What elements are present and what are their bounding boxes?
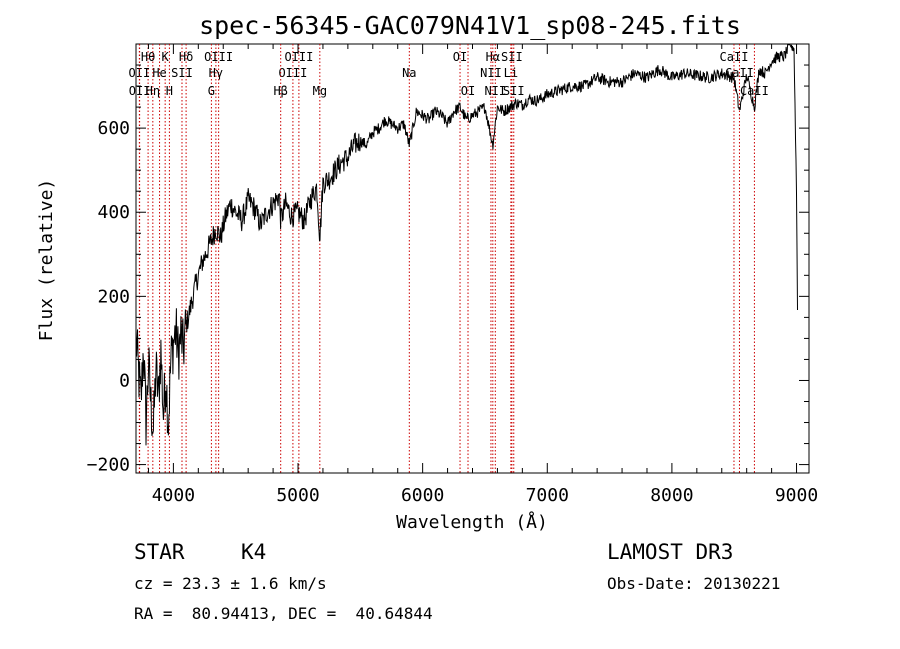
y-tick-label: 200	[97, 286, 130, 307]
x-tick-label: 8000	[650, 485, 693, 506]
spectral-line-label: NII	[484, 84, 506, 98]
spectral-line-label: G	[208, 84, 215, 98]
spectral-line-label: Hθ	[141, 50, 155, 64]
spectrum-series-line	[135, 44, 798, 446]
plot-frame	[135, 43, 810, 474]
x-tick-label: 9000	[775, 485, 818, 506]
spectral-line-label: SII	[503, 84, 525, 98]
spectral-line-label: Na	[402, 66, 416, 80]
spectral-line-label: CaII	[720, 50, 749, 64]
x-tick-label: 7000	[526, 485, 569, 506]
object-type: STAR	[134, 540, 185, 564]
spectral-line-label: CaII	[740, 84, 769, 98]
y-tick-label: 0	[119, 370, 130, 391]
spectral-line-label: Li	[504, 66, 518, 80]
spectral-line-label: Hα	[486, 50, 500, 64]
spectral-line-label: Hδ	[179, 50, 193, 64]
spectral-line-label: Hβ	[273, 84, 287, 98]
spectral-line-label: Hγ	[209, 66, 223, 80]
spectral-line-label: OI	[453, 50, 467, 64]
y-axis-label: Flux (relative)	[36, 179, 57, 342]
spectral-line-label: OII	[129, 84, 151, 98]
survey-name: LAMOST DR3	[607, 540, 734, 564]
spectral-line-label: OIII	[204, 50, 233, 64]
x-tick-label: 6000	[401, 485, 444, 506]
x-tick-label: 4000	[152, 485, 195, 506]
subclass: K4	[241, 540, 267, 564]
y-tick-label: 600	[97, 118, 130, 139]
coordinates: RA = 80.94413, DEC = 40.64844	[134, 604, 433, 623]
x-axis-label: Wavelength (Å)	[396, 511, 548, 533]
spectral-line-label: He	[152, 66, 166, 80]
spectral-line-label: H	[166, 84, 173, 98]
y-tick-label: −200	[87, 455, 130, 476]
spectral-line-label: Mg	[313, 84, 327, 98]
chart-title: spec-56345-GAC079N41V1_sp08-245.fits	[199, 11, 741, 40]
redshift-velocity: cz = 23.3 ± 1.6 km/s	[134, 574, 327, 593]
spectral-line-label: K	[162, 50, 170, 64]
spectral-line-label: OIII	[278, 66, 307, 80]
spectral-line-label: NII	[480, 66, 502, 80]
spectral-line-label: OI	[461, 84, 475, 98]
x-tick-label: 5000	[276, 485, 319, 506]
spectral-line-label: OIII	[284, 50, 313, 64]
spectral-line-label: Hη	[146, 84, 160, 98]
spectral-line-label: SII	[501, 50, 523, 64]
observation-date: Obs-Date: 20130221	[607, 574, 781, 593]
y-tick-label: 400	[97, 202, 130, 223]
spectral-line-label: SII	[171, 66, 193, 80]
